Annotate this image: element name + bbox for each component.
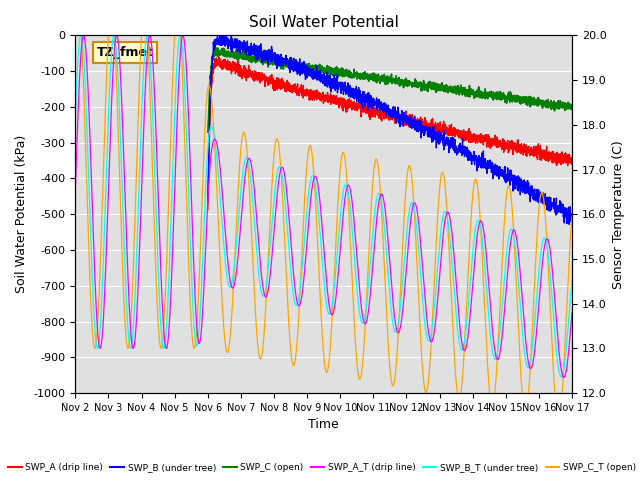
Text: TZ_fmet: TZ_fmet [97,46,154,59]
X-axis label: Time: Time [308,419,339,432]
Y-axis label: Sensor Temperature (C): Sensor Temperature (C) [612,140,625,288]
Y-axis label: Soil Water Potential (kPa): Soil Water Potential (kPa) [15,135,28,293]
Title: Soil Water Potential: Soil Water Potential [249,15,399,30]
Legend: SWP_A (drip line), SWP_B (under tree), SWP_C (open), SWP_A_T (drip line), SWP_B_: SWP_A (drip line), SWP_B (under tree), S… [4,459,639,476]
